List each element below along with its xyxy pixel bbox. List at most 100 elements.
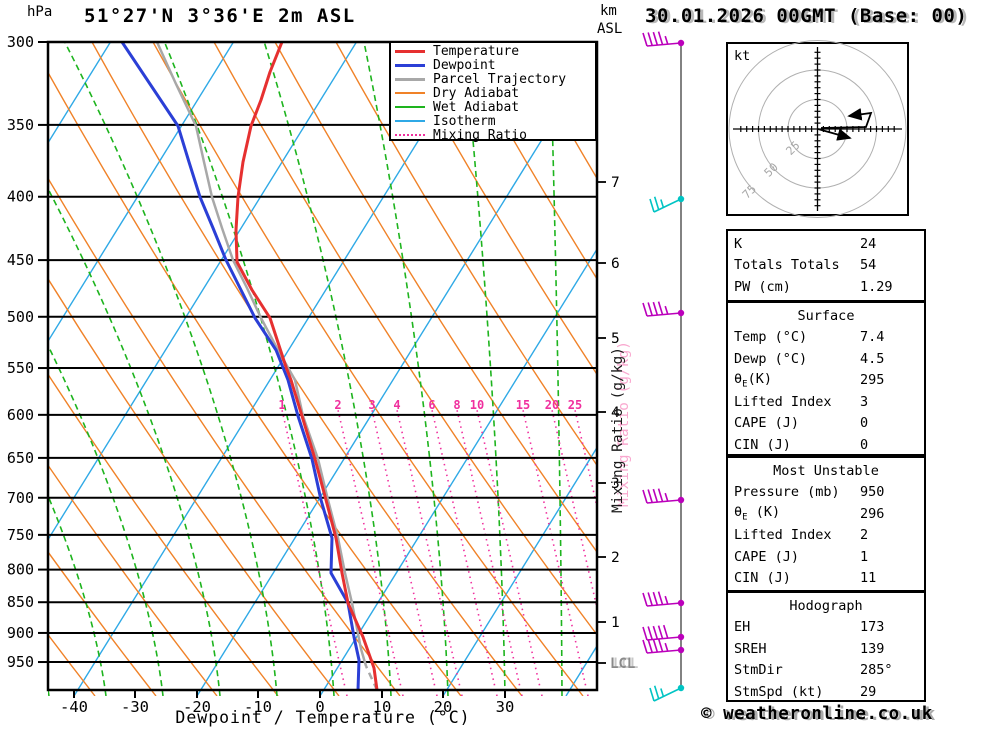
chart-background: 1 2 3 4 6 8 10 15 20 25 (48, 42, 597, 696)
wet-adiabat-line (462, 42, 506, 696)
databox-row-label: StmSpd (kt) (734, 683, 824, 700)
databox-row: PW (cm) 1.29 (734, 276, 918, 298)
legend-item: Temperature (395, 44, 595, 58)
databox-row-value: 29 (860, 683, 877, 700)
legend-item-label: Temperature (433, 43, 520, 59)
wet-adiabat-line (48, 187, 221, 696)
databox-row-value: 0 (860, 436, 869, 453)
databox-row-label: Lifted Index (734, 527, 832, 544)
legend-sample-solid (395, 106, 425, 108)
databox-row: K 24 (734, 233, 918, 255)
barb-level-dot (677, 684, 685, 692)
legend-sample-dotted (395, 134, 425, 136)
temp-tick-label: -40 (60, 698, 88, 716)
mixing-ratio-value: 3 (368, 398, 375, 412)
dry-adiabat-line (335, 42, 597, 467)
wind-barb-icon (649, 195, 685, 213)
databox-unstable: Most Unstable Pressure (mb) 950 θE (K) 296 Li… (726, 456, 926, 592)
isotherm-line (48, 42, 235, 343)
databox-row-label: Dewp (°C) (734, 350, 808, 367)
legend-item-label: Parcel Trajectory (433, 71, 567, 87)
dry-adiabat-line (48, 550, 157, 696)
dry-adiabat-line (518, 42, 597, 180)
pressure-grid: 300 350 400 450 500 550 600 650 700 750 800 850 900 9… (7, 33, 597, 671)
databox-row: Dewp (°C) 4.5 (734, 348, 918, 370)
databox-hodo: Hodograph EH 173 SREH 139 StmDir 285° StmSpd (k… (726, 591, 926, 702)
mixing-ratio-value: 6 (428, 398, 435, 412)
legend-sample-solid (395, 92, 425, 94)
databox-row-label: CAPE (J) (734, 548, 800, 565)
altitude-axis-unit-asl: ASL (597, 21, 623, 37)
mixing-axis-label: Mixing Ratio (g/kg) (610, 347, 626, 513)
databox-row-value: 54 (860, 257, 877, 274)
wet-adiabat-line (163, 42, 335, 696)
km-tick-label: 4 (611, 405, 620, 421)
wind-barb-icon (642, 624, 685, 641)
legend-item-label: Mixing Ratio (433, 127, 527, 143)
copyright-watermark: © weatheronline.co.uk (701, 704, 933, 724)
lcl-label: LCL (610, 656, 635, 672)
databox-row: EH 173 (734, 617, 918, 639)
pressure-tick-label: 900 (7, 624, 34, 642)
station-title: 51°27'N 3°36'E 2m ASL (84, 5, 356, 27)
dry-adiabat-line (396, 42, 597, 376)
mixing-ratio-value: 1 (278, 398, 285, 412)
pressure-tick-label: 700 (7, 489, 34, 507)
wind-barb-icon (642, 591, 685, 607)
databox-row: θE (K) 296 (734, 503, 918, 525)
mixing-ratio-value: 2 (334, 398, 341, 412)
mixing-ratio-value: 20 (545, 398, 559, 412)
databox-row-label: CAPE (J) (734, 415, 800, 432)
databox-row: Lifted Index 2 (734, 525, 918, 547)
databox-row-label: Pressure (mb) (734, 484, 840, 501)
isotherm-line (442, 446, 597, 696)
databox-row-label: Lifted Index (734, 393, 832, 410)
databox-row-value: 173 (860, 619, 885, 636)
wind-barb-icon (642, 638, 685, 654)
pressure-tick-label: 300 (7, 33, 34, 51)
legend-sample-solid (395, 120, 425, 122)
barb-level-dot (677, 599, 685, 607)
lcl-label-shadow: LCL (613, 656, 638, 672)
databox-row-value: 24 (860, 235, 877, 252)
temp-tick-label: 20 (434, 698, 453, 716)
legend-item-label: Wet Adiabat (433, 99, 520, 115)
legend-item: Mixing Ratio (395, 128, 595, 142)
databox-row-value: 11 (860, 570, 877, 587)
temp-tick-label: -30 (121, 698, 149, 716)
pressure-tick-label: 500 (7, 308, 34, 326)
databox-row: Pressure (mb) 950 (734, 482, 918, 504)
mixing-ratio-line (337, 409, 404, 696)
barb-level-dot (677, 195, 685, 203)
databox-header: Most Unstable (773, 462, 879, 479)
temp-tick-label: 30 (496, 698, 515, 716)
databox-row-label: Temp (°C) (734, 329, 808, 346)
temp-tick-label: -10 (244, 698, 272, 716)
pressure-tick-label: 400 (7, 188, 34, 206)
legend-item-label: Dewpoint (433, 57, 496, 73)
dry-adiabat-line (91, 42, 523, 696)
dry-adiabat-line (48, 71, 462, 696)
pressure-axis-unit: hPa (27, 4, 53, 20)
barb-level-dot (677, 633, 685, 641)
databox-row-value: 950 (860, 484, 885, 501)
hodograph-unit-label: kt (734, 48, 750, 64)
mixing-ratio-line (522, 409, 589, 696)
databox-row-label: CIN (J) (734, 570, 791, 587)
databox-row-value: 4.5 (860, 350, 885, 367)
databox-row-value: 7.4 (860, 329, 885, 346)
hodograph-ring (728, 40, 907, 218)
temperature-axis: -40 -30 -20 -10 0 10 20 30 (60, 690, 514, 716)
temp-tick-label: 10 (373, 698, 392, 716)
databox-row: CIN (J) 11 (734, 568, 918, 590)
pressure-tick-label: 800 (7, 561, 34, 579)
legend-item-label: Isotherm (433, 113, 496, 129)
databox-header: Hodograph (789, 597, 863, 614)
wind-barb-column (642, 31, 685, 702)
legend-item: Dewpoint (395, 58, 595, 72)
datetime-title: 30.01.2026 00GMT (Base: 00) (645, 5, 968, 27)
databox-row-value: 285° (860, 662, 893, 679)
